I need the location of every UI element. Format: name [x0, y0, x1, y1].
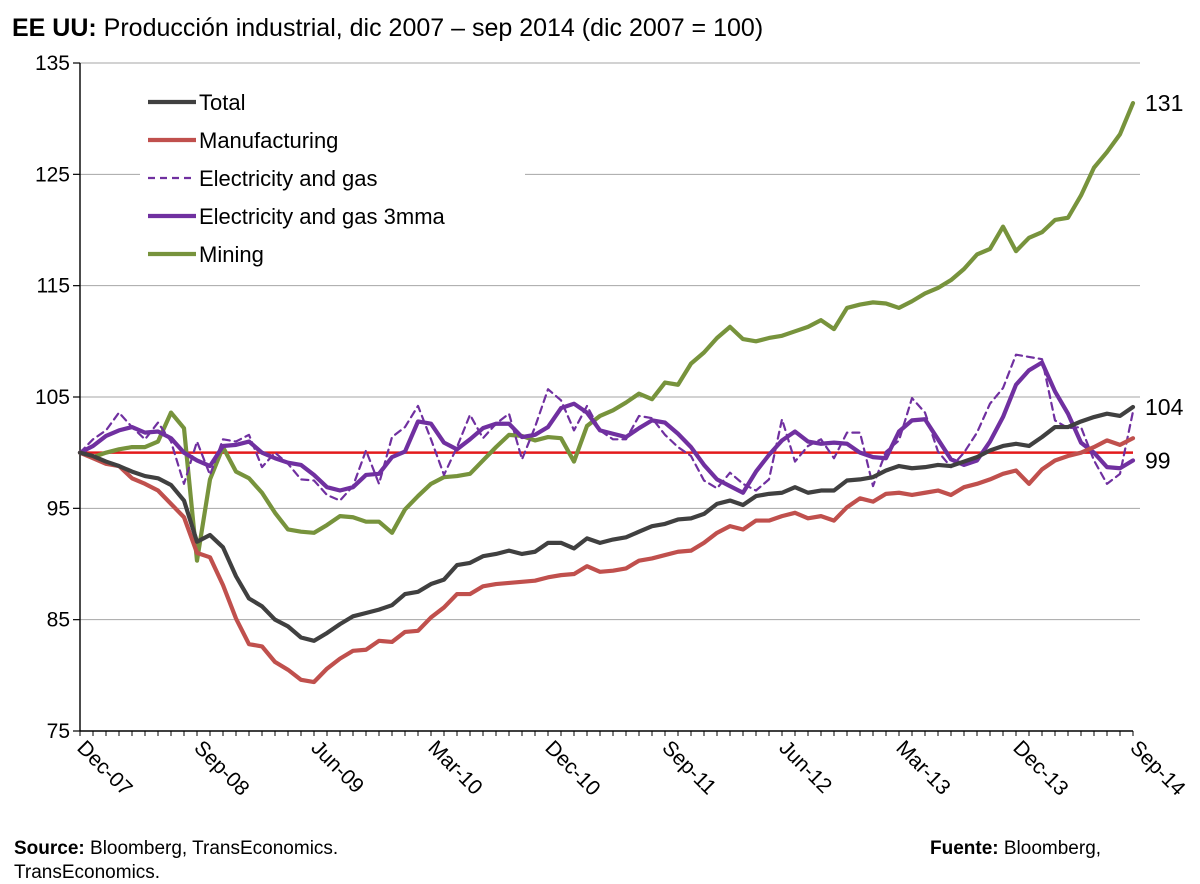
y-tick-label: 75 — [47, 720, 70, 743]
source-overflow-text: TransEconomics. — [14, 862, 161, 883]
series-line-total — [77, 404, 1136, 643]
x-tick-label: Sep-11 — [657, 736, 720, 799]
source-note: Source: Bloomberg, TransEconomics. — [14, 838, 339, 859]
x-tick-label: Dec-07 — [72, 736, 136, 800]
legend-label-electricity-and-gas-3mma: Electricity and gas 3mma — [199, 204, 446, 229]
fuente-note: Fuente: Bloomberg, — [930, 838, 1102, 859]
x-tick-label: Mar-13 — [891, 736, 954, 799]
y-tick-label: 135 — [35, 52, 70, 75]
series-line-manufacturing — [77, 436, 1136, 685]
end-label-99: 99 — [1145, 447, 1171, 473]
x-tick-label: Mar-10 — [423, 736, 486, 799]
x-tick-label: Jun-09 — [306, 736, 368, 798]
x-tick-label: Dec-13 — [1008, 736, 1072, 800]
x-tick-labels: Dec-07 Sep-08 Jun-09 Mar-10 Dec-10 Sep-11 Jun-… — [72, 736, 1189, 800]
y-tick-labels: 75 85 95 105 115 125 135 — [35, 52, 70, 743]
series-lines — [77, 100, 1136, 685]
end-label-104: 104 — [1145, 394, 1184, 420]
end-label-131: 131 — [1145, 90, 1183, 116]
legend-label-manufacturing: Manufacturing — [199, 128, 338, 153]
series-line-mining — [77, 100, 1136, 563]
y-tick-label: 85 — [47, 609, 70, 632]
y-tick-label: 125 — [35, 163, 70, 186]
x-tick-label: Sep-14 — [1125, 736, 1189, 800]
legend-background — [140, 85, 525, 275]
legend-label-mining: Mining — [199, 242, 264, 267]
series-line-electricity-and-gas — [78, 353, 1135, 502]
legend-label-total: Total — [199, 90, 245, 115]
y-tick-label: 115 — [37, 275, 70, 298]
y-tick-label: 95 — [47, 497, 70, 520]
legend-label-electricity-and-gas: Electricity and gas — [199, 166, 378, 191]
legend: Total Manufacturing Electricity and gas Ele… — [140, 85, 525, 275]
end-value-labels: 131 104 99 — [1145, 90, 1184, 473]
x-tick-label: Dec-10 — [540, 736, 604, 800]
x-tick-label: Jun-12 — [774, 736, 836, 798]
axes — [73, 62, 1134, 736]
chart-title: EE UU: Producción industrial, dic 2007 –… — [12, 14, 764, 42]
y-tick-label: 105 — [35, 386, 70, 409]
x-tick-label: Sep-08 — [189, 736, 253, 800]
